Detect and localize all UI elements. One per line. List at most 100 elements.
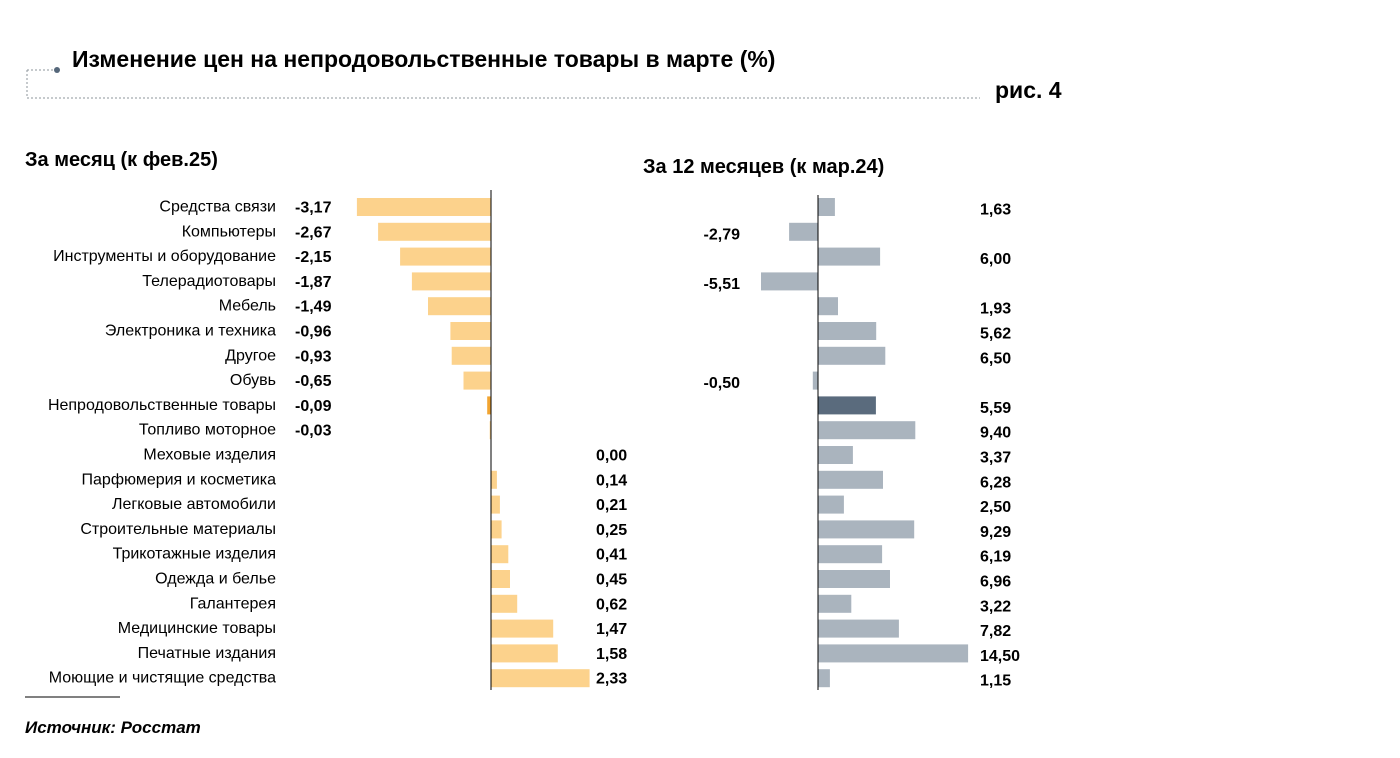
bar-year-9 bbox=[818, 421, 916, 440]
value-label-month-0: -3,17 bbox=[295, 200, 332, 217]
bar-month-8 bbox=[487, 396, 491, 415]
category-label-2: Инструменты и оборудование bbox=[53, 248, 276, 265]
value-label-year-3: -5,51 bbox=[704, 276, 741, 293]
bar-year-15 bbox=[818, 570, 890, 588]
category-label-17: Медицинские товары bbox=[118, 620, 276, 637]
value-label-month-6: -0,93 bbox=[295, 348, 332, 365]
bar-year-19 bbox=[818, 669, 830, 688]
bar-month-18 bbox=[491, 644, 558, 663]
value-label-month-12: 0,21 bbox=[596, 497, 627, 514]
value-label-month-10: 0,00 bbox=[596, 448, 627, 465]
value-label-year-12: 2,50 bbox=[980, 499, 1011, 516]
bar-year-13 bbox=[818, 520, 915, 539]
bar-year-2 bbox=[818, 247, 881, 266]
bar-year-6 bbox=[818, 346, 886, 365]
category-label-4: Мебель bbox=[219, 298, 276, 315]
value-label-year-2: 6,00 bbox=[980, 251, 1011, 268]
bar-year-10 bbox=[818, 446, 853, 464]
bar-month-2 bbox=[400, 247, 491, 266]
figure-label: рис. 4 bbox=[995, 77, 1062, 103]
value-label-month-5: -0,96 bbox=[295, 324, 332, 341]
value-label-year-18: 14,50 bbox=[980, 648, 1020, 665]
bar-year-1 bbox=[789, 222, 818, 241]
bar-month-17 bbox=[491, 619, 554, 638]
bar-month-0 bbox=[356, 198, 491, 216]
value-label-month-4: -1,49 bbox=[295, 299, 332, 316]
value-label-month-11: 0,14 bbox=[596, 472, 627, 489]
bar-month-16 bbox=[491, 594, 518, 613]
value-label-year-4: 1,93 bbox=[980, 301, 1011, 318]
category-label-14: Трикотажные изделия bbox=[113, 546, 276, 563]
category-label-13: Строительные материалы bbox=[80, 521, 276, 538]
value-label-year-11: 6,28 bbox=[980, 474, 1011, 491]
category-label-15: Одежда и белье bbox=[155, 571, 276, 588]
value-label-year-10: 3,37 bbox=[980, 450, 1011, 467]
value-label-month-15: 0,45 bbox=[596, 572, 627, 589]
value-label-month-18: 1,58 bbox=[596, 646, 627, 663]
category-label-9: Топливо моторное bbox=[139, 422, 276, 439]
bar-month-13 bbox=[491, 520, 502, 539]
value-label-year-9: 9,40 bbox=[980, 425, 1011, 442]
bar-month-9 bbox=[489, 421, 491, 440]
source-note: Источник: Росстат bbox=[25, 718, 201, 737]
bar-month-5 bbox=[450, 322, 491, 340]
bar-year-17 bbox=[818, 619, 899, 638]
value-label-year-13: 9,29 bbox=[980, 524, 1011, 541]
bar-month-11 bbox=[491, 470, 497, 489]
category-label-16: Галантерея bbox=[190, 595, 276, 612]
panel-title-year: За 12 месяцев (к мар.24) bbox=[643, 156, 885, 178]
category-label-11: Парфюмерия и косметика bbox=[82, 471, 277, 488]
value-label-month-17: 1,47 bbox=[596, 621, 627, 638]
bar-year-8 bbox=[818, 396, 876, 415]
value-label-month-9: -0,03 bbox=[295, 423, 332, 440]
bar-year-16 bbox=[818, 594, 852, 613]
value-label-month-8: -0,09 bbox=[295, 398, 332, 415]
bar-year-11 bbox=[818, 470, 883, 489]
bar-month-12 bbox=[491, 495, 500, 514]
value-label-year-17: 7,82 bbox=[980, 623, 1011, 640]
bar-year-0 bbox=[818, 198, 835, 216]
bar-month-19 bbox=[491, 669, 590, 688]
value-label-year-6: 6,50 bbox=[980, 350, 1011, 367]
category-label-3: Телерадиотовары bbox=[142, 273, 276, 290]
bar-year-14 bbox=[818, 545, 883, 564]
category-label-7: Обувь bbox=[230, 372, 276, 389]
value-label-year-1: -2,79 bbox=[704, 226, 741, 243]
value-label-month-14: 0,41 bbox=[596, 547, 627, 564]
value-label-year-15: 6,96 bbox=[980, 574, 1011, 591]
category-label-1: Компьютеры bbox=[182, 223, 276, 240]
bar-year-5 bbox=[818, 322, 877, 340]
bar-month-1 bbox=[378, 222, 491, 241]
chart-marks bbox=[356, 198, 969, 688]
value-label-year-14: 6,19 bbox=[980, 549, 1011, 566]
title-dot bbox=[54, 67, 60, 73]
value-label-month-19: 2,33 bbox=[596, 671, 627, 688]
category-label-5: Электроника и техника bbox=[105, 323, 276, 340]
value-label-month-13: 0,25 bbox=[596, 522, 627, 539]
panel-title-month: За месяц (к фев.25) bbox=[25, 149, 218, 171]
value-label-month-2: -2,15 bbox=[295, 249, 332, 266]
bar-month-6 bbox=[451, 346, 491, 365]
category-label-10: Меховые изделия bbox=[143, 447, 276, 464]
value-label-month-1: -2,67 bbox=[295, 224, 332, 241]
bar-year-18 bbox=[818, 644, 969, 663]
category-label-19: Моющие и чистящие средства bbox=[49, 670, 276, 687]
bar-year-4 bbox=[818, 297, 838, 316]
value-label-month-3: -1,87 bbox=[295, 274, 332, 291]
title-decoration bbox=[26, 67, 980, 99]
value-label-month-7: -0,65 bbox=[295, 373, 332, 390]
value-label-year-5: 5,62 bbox=[980, 326, 1011, 343]
bar-month-7 bbox=[463, 371, 491, 390]
value-label-month-16: 0,62 bbox=[596, 596, 627, 613]
bar-year-7 bbox=[812, 371, 818, 390]
category-label-18: Печатные издания bbox=[138, 645, 276, 662]
bar-month-14 bbox=[491, 545, 509, 564]
bar-month-15 bbox=[491, 570, 510, 588]
value-label-year-8: 5,59 bbox=[980, 400, 1011, 417]
value-label-year-19: 1,15 bbox=[980, 673, 1011, 690]
category-label-12: Легковые автомобили bbox=[112, 496, 276, 513]
chart-title: Изменение цен на непродовольственные тов… bbox=[72, 46, 776, 72]
value-label-year-16: 3,22 bbox=[980, 598, 1011, 615]
category-label-8: Непродовольственные товары bbox=[48, 397, 276, 414]
